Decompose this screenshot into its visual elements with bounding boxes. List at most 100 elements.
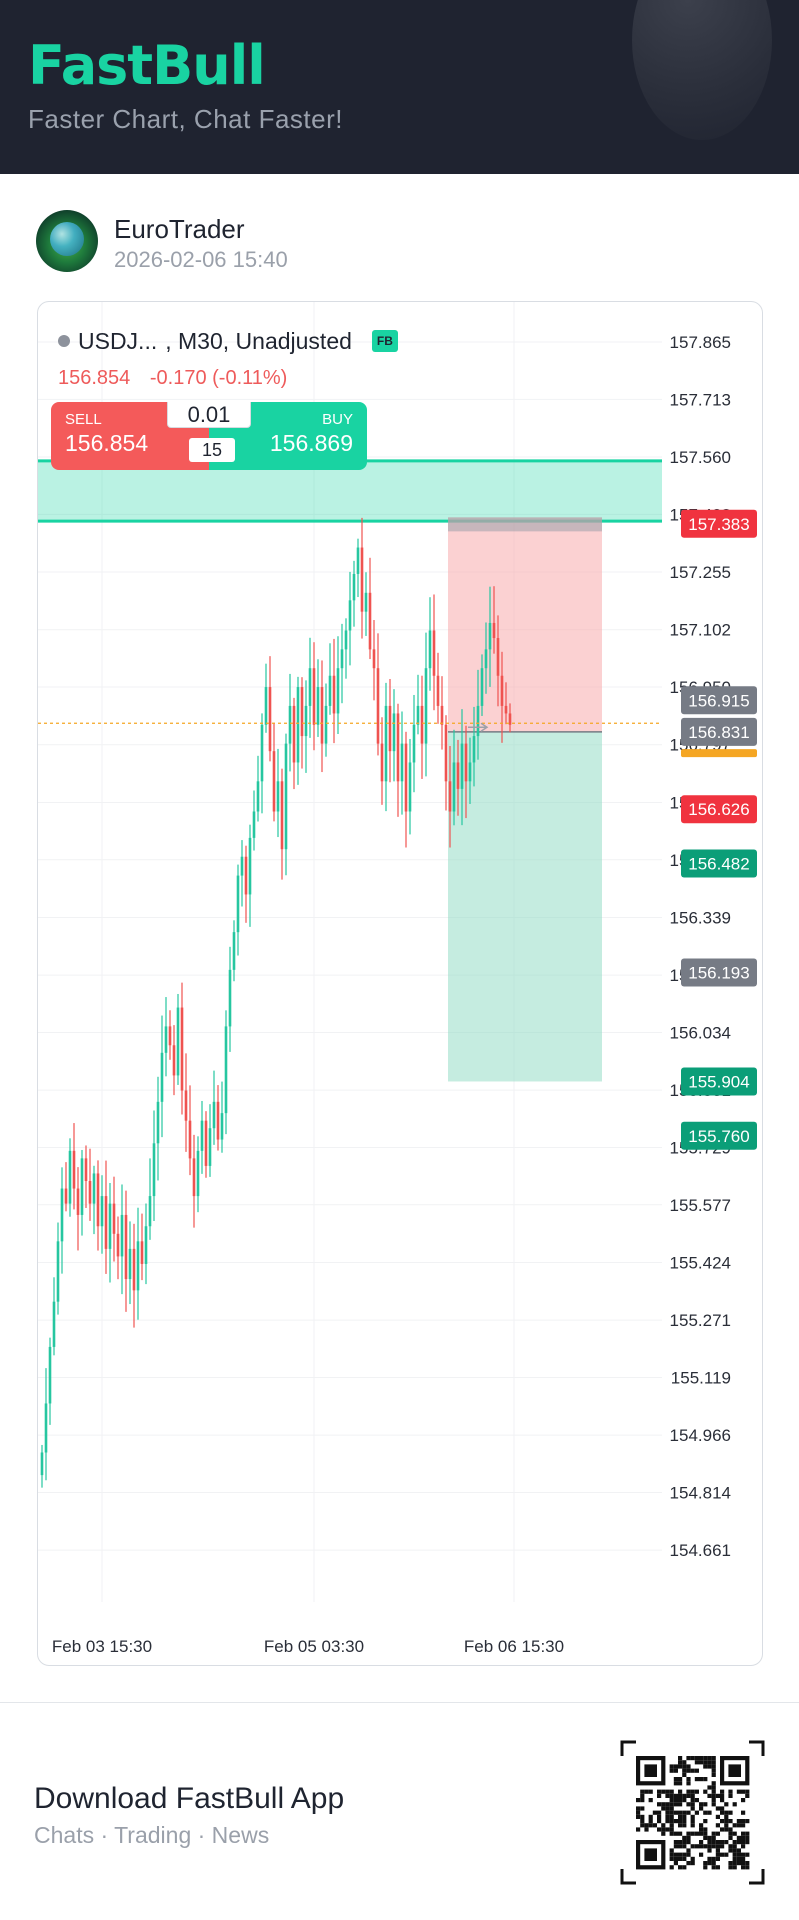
qr-module — [711, 1802, 716, 1807]
stop-loss-zone — [448, 517, 602, 732]
candle-body — [96, 1173, 100, 1227]
candle-body — [440, 705, 444, 725]
candle-body — [376, 668, 380, 744]
candle — [56, 1222, 60, 1315]
candle — [48, 1337, 52, 1425]
current-price-marker — [681, 749, 757, 758]
candle-body — [228, 969, 232, 1027]
qr-code-icon[interactable] — [620, 1740, 765, 1885]
qr-module — [686, 1861, 691, 1866]
qr-module — [678, 1814, 683, 1819]
qr-module — [678, 1798, 683, 1803]
qr-module — [703, 1810, 708, 1815]
candle — [88, 1148, 92, 1221]
y-tick-label: 157.102 — [670, 621, 731, 640]
qr-module — [690, 1768, 695, 1773]
candle — [284, 733, 288, 876]
qr-module — [741, 1861, 746, 1866]
qr-module — [715, 1831, 720, 1836]
qr-finder — [644, 1764, 657, 1777]
qr-module — [711, 1764, 716, 1769]
qr-module — [715, 1856, 720, 1861]
qr-module — [707, 1764, 712, 1769]
chart-card[interactable]: 157.865157.713157.560157.408157.255157.1… — [37, 301, 763, 1666]
candle-body — [92, 1173, 96, 1204]
price-tag-label: 156.915 — [688, 691, 749, 710]
candle-body — [456, 762, 460, 789]
candle-body — [332, 675, 336, 714]
price-tag-bg — [681, 717, 757, 746]
qr-module — [652, 1810, 657, 1815]
qr-module — [715, 1848, 720, 1853]
candle — [164, 997, 168, 1077]
candle-body — [188, 1120, 192, 1159]
x-tick-label: Feb 03 15:30 — [52, 1637, 152, 1656]
qr-module — [661, 1802, 666, 1807]
qr-module — [669, 1806, 674, 1811]
qr-module — [711, 1781, 716, 1786]
candle-body — [72, 1150, 76, 1189]
qr-module — [678, 1865, 683, 1870]
y-tick-label: 157.865 — [670, 333, 731, 352]
qr-module — [690, 1844, 695, 1849]
qr-module — [741, 1840, 746, 1845]
buy-label: BUY — [322, 411, 353, 428]
arrow-icon — [468, 722, 489, 732]
price-tag-label: 156.193 — [688, 963, 749, 982]
qr-module — [711, 1865, 716, 1870]
qr-module — [682, 1844, 687, 1849]
symbol-name[interactable]: USDJ... — [78, 327, 158, 354]
qr-module — [728, 1831, 733, 1836]
qr-module — [711, 1831, 716, 1836]
qr-module — [711, 1861, 716, 1866]
qr-module — [703, 1756, 708, 1761]
qr-module — [636, 1814, 641, 1819]
post-author[interactable]: EuroTrader 2026-02-06 15:40 — [36, 210, 776, 276]
qr-module — [690, 1831, 695, 1836]
candlestick-chart[interactable]: 157.865157.713157.560157.408157.255157.1… — [38, 302, 763, 1666]
qr-module — [736, 1823, 741, 1828]
candle-body — [168, 1026, 172, 1046]
qr-module — [703, 1802, 708, 1807]
avatar[interactable] — [36, 210, 98, 272]
qr-module — [720, 1789, 725, 1794]
candle — [276, 748, 280, 838]
candle — [184, 1053, 188, 1152]
author-name[interactable]: EuroTrader — [114, 214, 245, 244]
candle — [124, 1190, 128, 1312]
candle — [420, 675, 424, 779]
trade-panel: SELL 156.854 BUY 156.869 0.01 15 — [51, 402, 367, 470]
candle-body — [268, 687, 272, 752]
qr-module — [715, 1844, 720, 1849]
qr-module — [636, 1798, 641, 1803]
qr-module — [644, 1827, 649, 1832]
qr-finder — [644, 1848, 657, 1861]
candle — [340, 623, 344, 704]
candle-body — [300, 687, 304, 737]
candle — [448, 745, 452, 848]
candle — [296, 676, 300, 785]
qr-module — [690, 1819, 695, 1824]
candle-body — [348, 600, 352, 631]
candle-body — [164, 1026, 168, 1053]
candle — [168, 1010, 172, 1060]
qr-module — [732, 1802, 737, 1807]
qr-module — [724, 1814, 729, 1819]
candle-body — [412, 724, 416, 763]
lot-size-input[interactable]: 0.01 — [167, 402, 251, 428]
buy-button[interactable]: BUY 156.869 — [209, 402, 367, 470]
qr-module — [694, 1810, 699, 1815]
candle-body — [136, 1241, 140, 1291]
candle-body — [480, 668, 484, 706]
qr-module — [648, 1823, 653, 1828]
download-title[interactable]: Download FastBull App — [34, 1782, 345, 1815]
price-tag-bg — [681, 849, 757, 878]
candle — [508, 703, 512, 733]
candle — [396, 703, 400, 817]
qr-module — [673, 1852, 678, 1857]
qr-module — [669, 1856, 674, 1861]
candle — [204, 1111, 208, 1178]
qr-module — [678, 1852, 683, 1857]
candle-body — [432, 630, 436, 676]
candle — [404, 731, 408, 848]
